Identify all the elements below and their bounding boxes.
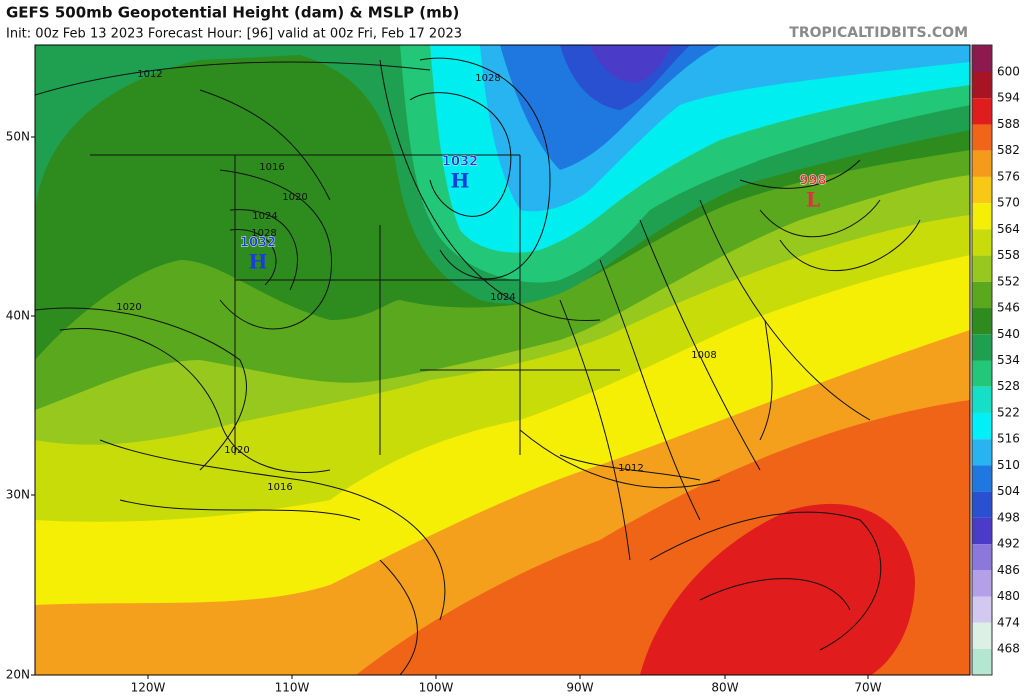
colorbar-label: 510 xyxy=(997,458,1020,472)
pressure-value: 1032 xyxy=(240,236,276,251)
colorbar-segment xyxy=(972,281,992,309)
colorbar-label: 498 xyxy=(997,510,1020,524)
isobar xyxy=(559,159,921,561)
colorbar-label: 504 xyxy=(997,484,1020,498)
colorbar-label: 558 xyxy=(997,248,1020,262)
isobar-label: 1016 xyxy=(267,482,292,493)
band xyxy=(500,45,720,170)
colorbar-segment xyxy=(972,439,992,466)
isobar-label: 1020 xyxy=(116,302,141,313)
isobar-label: 1024 xyxy=(252,211,277,222)
band xyxy=(590,45,672,83)
colorbar-segment xyxy=(972,386,992,413)
isobar-label: 1028 xyxy=(475,73,500,84)
colorbar-segment xyxy=(972,544,992,571)
pressure-value: 1032 xyxy=(442,155,478,170)
isobar xyxy=(35,307,446,621)
colorbar-label: 534 xyxy=(997,353,1020,367)
lon-label: 90W xyxy=(566,681,593,695)
colorbar-segment xyxy=(972,412,992,440)
isobar-label: 1020 xyxy=(282,192,307,203)
colorbar-label: 564 xyxy=(997,222,1020,236)
title: GEFS 500mb Geopotential Height (dam) & M… xyxy=(6,4,459,22)
colorbar-label: 540 xyxy=(997,327,1020,341)
lon-label: 70W xyxy=(854,681,881,695)
isobar-label: 1020 xyxy=(224,445,249,456)
colorbar-segment xyxy=(972,203,992,230)
pressure-letter: L xyxy=(806,188,820,212)
colorbar-label: 570 xyxy=(997,196,1020,210)
colorbar-segment xyxy=(972,596,992,623)
isobar xyxy=(379,429,882,675)
isobar-label: 1008 xyxy=(691,350,716,361)
pressure-value: 998 xyxy=(799,174,826,189)
colorbar-segment xyxy=(972,308,992,335)
lat-label: 20N xyxy=(6,668,30,682)
colorbar-label: 600 xyxy=(997,65,1020,79)
colorbar-label: 474 xyxy=(997,615,1020,629)
lon-label: 120W xyxy=(131,681,166,695)
colorbar-segment xyxy=(972,360,992,387)
watermark: TROPICALTIDBITS.COM xyxy=(789,25,968,41)
axes: 50N 40N 30N 20N 120W 110W 100W 90W 80W 70W xyxy=(6,130,882,695)
colorbar-label: 588 xyxy=(997,117,1020,131)
isobar xyxy=(379,57,601,321)
lon-label: 100W xyxy=(419,681,454,695)
colorbar-segment xyxy=(972,72,992,99)
lon-label: 110W xyxy=(275,681,310,695)
map-frame xyxy=(34,44,971,676)
colorbar-label: 594 xyxy=(997,91,1020,105)
border xyxy=(90,154,773,481)
colorbar-segment xyxy=(972,45,992,72)
colorbar: 600 594 588 582 576 570 564 558 552 546 540 534 528 5… xyxy=(971,44,1020,676)
colorbar-segment xyxy=(972,334,992,361)
colorbar-label: 516 xyxy=(997,432,1020,446)
isobar-label: 1012 xyxy=(618,463,643,474)
colorbar-label: 492 xyxy=(997,537,1020,551)
lon-label: 80W xyxy=(711,681,738,695)
colorbar-segment xyxy=(972,622,992,649)
colorbar-segment xyxy=(972,491,992,518)
colorbar-segment xyxy=(972,570,992,597)
colorbar-segment xyxy=(972,124,992,151)
colorbar-segment xyxy=(972,98,992,125)
colorbar-label: 480 xyxy=(997,589,1020,603)
colorbar-label: 522 xyxy=(997,405,1020,419)
colorbar-segment xyxy=(972,255,992,282)
height-field xyxy=(35,45,970,675)
colorbar-label: 546 xyxy=(997,301,1020,315)
colorbar-segment xyxy=(972,229,992,256)
isobar-label: 1016 xyxy=(259,162,284,173)
lat-label: 40N xyxy=(6,309,30,323)
isobar-label: 1024 xyxy=(490,292,515,303)
subtitle: Init: 00z Feb 13 2023 Forecast Hour: [96… xyxy=(6,27,462,42)
colorbar-label: 528 xyxy=(997,379,1020,393)
colorbar-label: 486 xyxy=(997,563,1020,577)
colorbar-segment xyxy=(972,465,992,492)
colorbar-label: 576 xyxy=(997,169,1020,183)
colorbar-segment xyxy=(972,517,992,545)
lat-label: 50N xyxy=(6,130,30,144)
band xyxy=(640,503,915,675)
colorbar-segment xyxy=(972,649,992,675)
isobar-label: 1012 xyxy=(137,69,162,80)
colorbar-label: 552 xyxy=(997,274,1020,288)
colorbar-segment xyxy=(972,150,992,177)
lat-label: 30N xyxy=(6,488,30,502)
isobar-label: 1028 xyxy=(251,228,276,239)
pressure-letter: H xyxy=(451,169,470,193)
colorbar-label: 468 xyxy=(997,642,1020,656)
colorbar-frame xyxy=(971,44,993,676)
colorbar-segment xyxy=(972,176,992,204)
colorbar-label: 582 xyxy=(997,143,1020,157)
pressure-letter: H xyxy=(249,250,268,274)
